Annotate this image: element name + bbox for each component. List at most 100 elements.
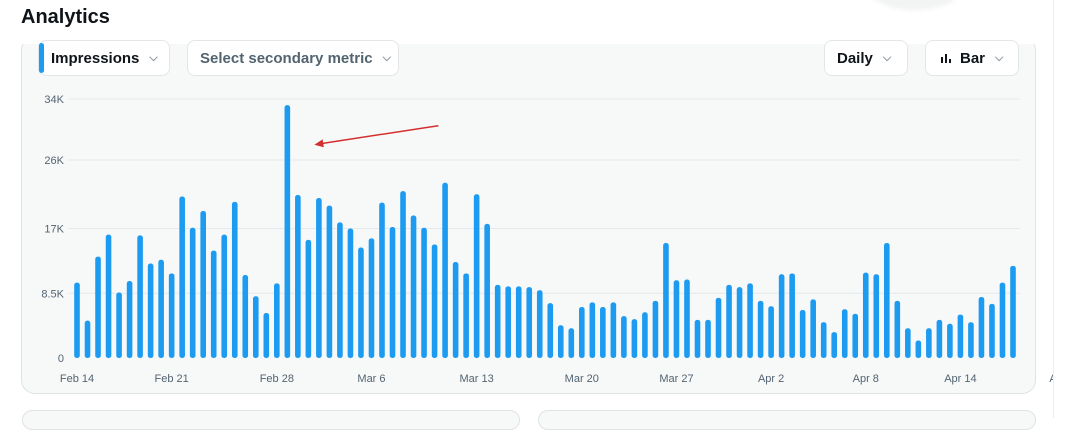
- y-tick-label: 26K: [44, 155, 64, 167]
- x-tick-label: Apr 14: [944, 373, 976, 385]
- bar: [905, 328, 911, 358]
- bar: [883, 242, 890, 358]
- bar: [694, 319, 701, 358]
- bar: [505, 286, 511, 358]
- bar: [778, 274, 785, 358]
- bar: [862, 272, 869, 358]
- y-tick-label: 17K: [44, 224, 64, 236]
- bar: [610, 302, 617, 358]
- bar: [147, 263, 154, 358]
- bar: [242, 274, 249, 358]
- bar: [210, 250, 217, 358]
- bar: [189, 227, 196, 358]
- x-tick-label: Feb 21: [155, 373, 189, 385]
- x-tick-label: Mar 13: [460, 373, 494, 385]
- chart-type-dropdown[interactable]: Bar ⌵: [925, 40, 1019, 76]
- bar: [715, 297, 722, 358]
- bar: [284, 105, 291, 358]
- bar: [873, 274, 880, 358]
- x-tick-label: Apr 8: [853, 373, 879, 385]
- bar: [389, 226, 396, 358]
- bar: [179, 196, 185, 358]
- bar: [368, 238, 375, 358]
- bar: [337, 222, 343, 358]
- chevron-down-icon: ⌵: [149, 51, 158, 64]
- interval-dropdown[interactable]: Daily ⌵: [824, 40, 908, 76]
- page-divider: [1053, 0, 1054, 418]
- bar: [926, 328, 932, 358]
- bar: [126, 281, 133, 358]
- bar: [841, 309, 848, 358]
- bar: [452, 262, 459, 358]
- bar: [263, 313, 270, 358]
- bar: [947, 323, 953, 358]
- bar: [400, 191, 406, 358]
- bar: [642, 312, 648, 358]
- bar: [473, 194, 480, 358]
- x-tick-label: Mar 27: [659, 373, 693, 385]
- annotation-arrow-line: [320, 124, 439, 145]
- bar: [757, 300, 764, 358]
- bar: [347, 228, 354, 358]
- primary-metric-dropdown[interactable]: Impressions ⌵: [38, 40, 170, 76]
- bar: [968, 322, 974, 358]
- bar: [852, 313, 859, 358]
- x-tick-label: Apr 21: [1049, 373, 1053, 385]
- bar: [747, 283, 753, 358]
- bar: [663, 242, 669, 358]
- bar: [494, 284, 501, 358]
- y-tick-label: 0: [58, 353, 64, 365]
- bar: [936, 319, 943, 358]
- bar: [74, 282, 80, 358]
- bar: [421, 227, 427, 358]
- primary-metric-label: Impressions: [51, 49, 140, 67]
- bar: [105, 234, 112, 358]
- bar-chart-icon: [941, 54, 951, 63]
- secondary-metric-placeholder: Select secondary metric: [200, 49, 373, 67]
- bar: [652, 300, 659, 358]
- bar: [736, 287, 743, 358]
- x-tick-label: Mar 6: [357, 373, 385, 385]
- bar: [820, 322, 827, 358]
- bar: [579, 306, 585, 358]
- bar: [274, 283, 280, 358]
- x-tick-label: Mar 20: [565, 373, 599, 385]
- bar: [978, 297, 985, 358]
- x-tick-label: Feb 14: [60, 373, 94, 385]
- x-tick-label: Feb 28: [260, 373, 294, 385]
- bar: [673, 280, 680, 358]
- bar: [621, 316, 627, 358]
- bar: [1010, 265, 1016, 358]
- bar: [305, 239, 312, 358]
- chevron-down-icon: ⌵: [995, 51, 1004, 64]
- bar: [231, 201, 238, 358]
- bar: [589, 302, 596, 358]
- chevron-down-icon: ⌵: [382, 51, 391, 64]
- card-top-mask: [0, 36, 1053, 44]
- bar: [915, 340, 922, 358]
- bar: [116, 292, 122, 358]
- interval-label: Daily: [837, 49, 873, 67]
- bar: [200, 210, 207, 358]
- decorative-blob: [870, 0, 960, 10]
- bar: [631, 319, 638, 358]
- page-title: Analytics: [21, 6, 110, 28]
- bar: [84, 320, 91, 358]
- bar: [536, 290, 543, 358]
- bar: [894, 300, 901, 358]
- bar: [95, 256, 101, 358]
- bar: [557, 325, 564, 358]
- bar: [295, 194, 301, 358]
- bar: [705, 319, 711, 358]
- bar: [379, 202, 385, 358]
- bar: [431, 244, 438, 358]
- secondary-metric-dropdown[interactable]: Select secondary metric ⌵: [187, 40, 399, 76]
- bar: [547, 303, 554, 358]
- bar: [600, 306, 606, 358]
- annotation-arrow-head: [314, 139, 324, 148]
- bar: [989, 303, 995, 358]
- bar: [326, 205, 333, 358]
- bar: [810, 299, 816, 358]
- lower-card-right: [538, 410, 1036, 430]
- bar: [726, 284, 732, 358]
